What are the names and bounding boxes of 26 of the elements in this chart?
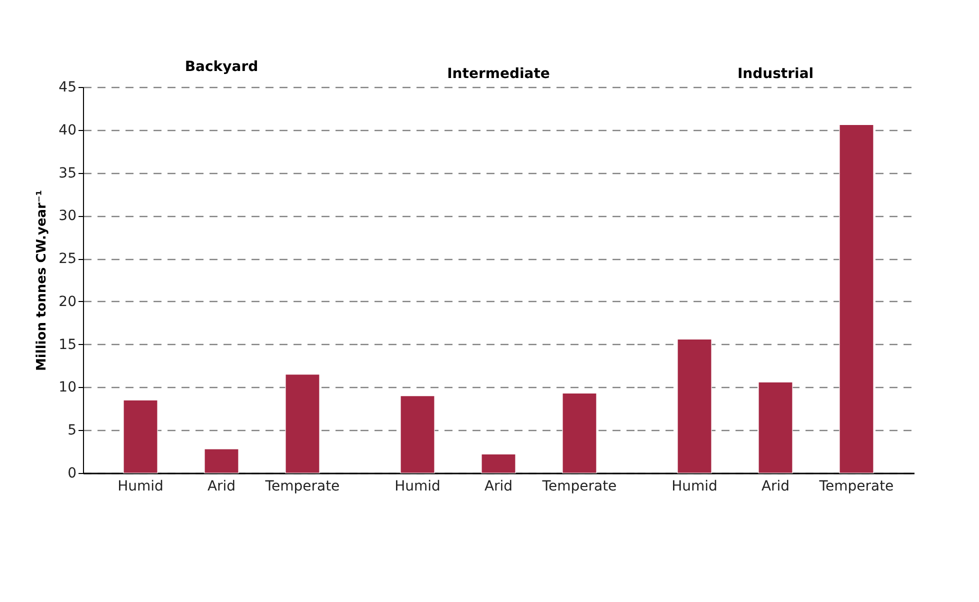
y-tick-label: 25 <box>58 251 76 268</box>
y-tick-label: 0 <box>68 466 76 482</box>
x-tick-label: Humid <box>394 478 440 494</box>
x-tick-label: Arid <box>207 478 236 494</box>
x-tick-label: Arid <box>484 478 513 494</box>
x-tick-label: Humid <box>672 478 718 494</box>
chart-title: Industrial <box>737 66 814 82</box>
y-tick-label: 40 <box>58 122 76 138</box>
chart-title: Intermediate <box>447 66 550 82</box>
bar <box>204 448 239 474</box>
y-tick-label: 10 <box>58 380 76 396</box>
y-tick-label: 15 <box>58 336 76 353</box>
x-tick-label: Temperate <box>818 478 894 494</box>
x-tick-label: Temperate <box>541 478 617 494</box>
y-tick-label: 30 <box>58 208 76 224</box>
y-tick-label: 45 <box>58 80 76 96</box>
y-tick-label: 20 <box>58 294 76 310</box>
x-tick-label: Humid <box>118 478 164 494</box>
bar <box>285 374 320 474</box>
x-tick-label: Arid <box>761 478 790 494</box>
y-axis-title: Million tonnes CW.year⁻¹ <box>34 190 50 371</box>
y-tick-label: 35 <box>58 165 76 182</box>
y-tick-label: 5 <box>68 422 76 439</box>
chart-title: Backyard <box>184 59 258 75</box>
x-tick-label: Temperate <box>264 478 340 494</box>
bar <box>123 400 158 474</box>
